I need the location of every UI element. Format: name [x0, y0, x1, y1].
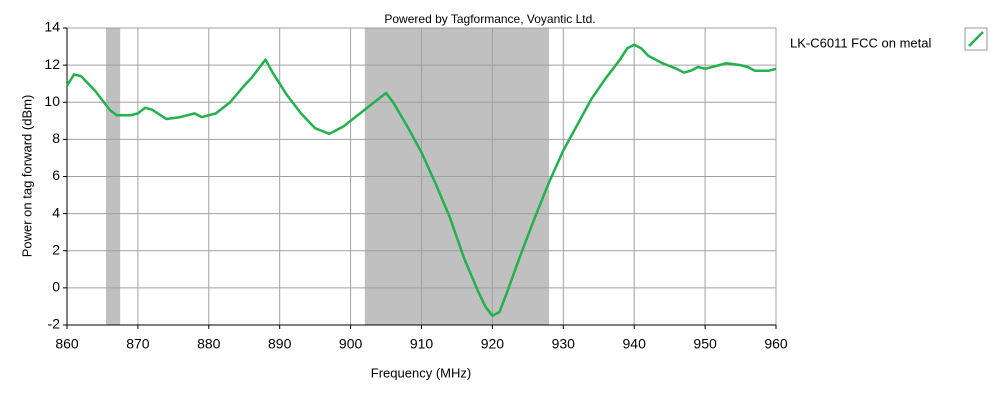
x-tick-label: 860	[55, 336, 79, 352]
grid	[63, 27, 777, 329]
x-tick-label: 900	[339, 336, 363, 352]
chart-subtitle: Powered by Tagformance, Voyantic Ltd.	[384, 12, 595, 26]
y-tick-label: 4	[52, 204, 60, 220]
y-axis-label: Power on tag forward (dBm)	[19, 95, 34, 258]
y-tick-label: 6	[52, 167, 60, 183]
x-tick-label: 890	[268, 336, 292, 352]
x-tick-label: 960	[764, 336, 788, 352]
legend-swatch	[968, 31, 984, 47]
x-tick-label: 920	[481, 336, 505, 352]
x-tick-label: 950	[693, 336, 717, 352]
y-tick-label: 14	[44, 19, 60, 35]
x-tick-label: 880	[197, 336, 221, 352]
y-tick-label: 2	[52, 241, 60, 257]
y-tick-label: 8	[52, 130, 60, 146]
x-tick-label: 910	[410, 336, 434, 352]
x-tick-label: 940	[623, 336, 647, 352]
plot	[65, 43, 777, 317]
legend-label: LK-C6011 FCC on metal	[790, 35, 931, 50]
x-tick-label: 870	[126, 336, 150, 352]
x-axis-label: Frequency (MHz)	[371, 365, 471, 380]
y-tick-label: 0	[52, 279, 60, 295]
x-tick-label: 930	[552, 336, 576, 352]
y-tick-label: 10	[44, 93, 60, 109]
data-line	[65, 43, 777, 317]
y-tick-label: 12	[44, 56, 60, 72]
y-tick-label: -2	[48, 316, 61, 332]
